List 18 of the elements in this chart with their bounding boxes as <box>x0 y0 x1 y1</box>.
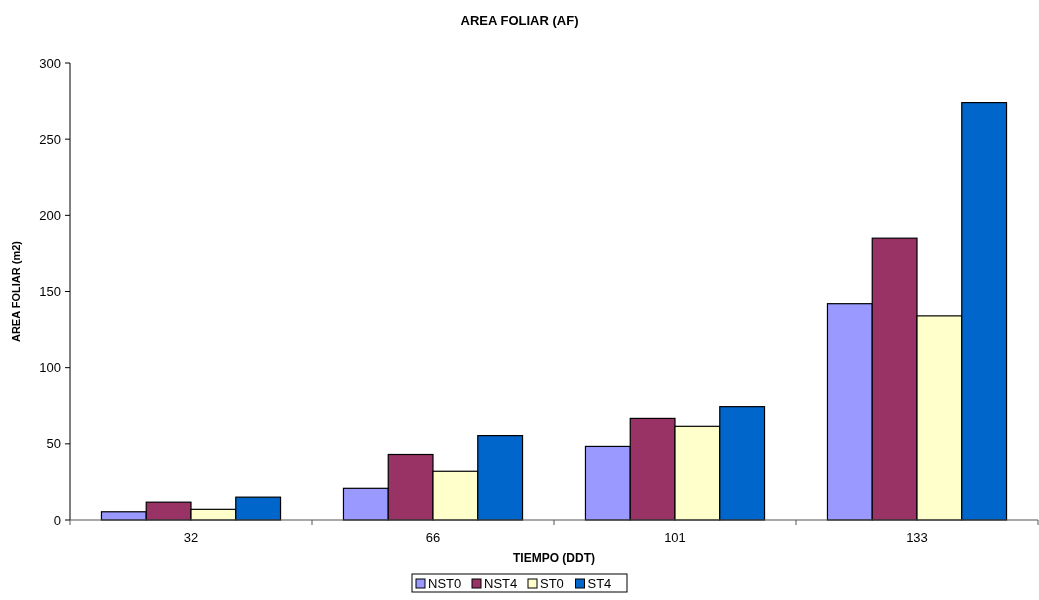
x-tick-label: 66 <box>425 530 441 545</box>
y-tick-label: 100 <box>39 360 61 376</box>
x-tick-label: 32 <box>183 530 199 545</box>
y-tick-label: 50 <box>46 436 61 452</box>
chart-title: AREA FOLIAR (AF) <box>460 13 579 28</box>
y-axis-title: AREA FOLIAR (m2) <box>10 240 22 343</box>
legend-label: ST4 <box>587 576 612 591</box>
x-axis-title: TIEMPO (DDT) <box>513 551 595 565</box>
legend-label: NST4 <box>484 576 518 591</box>
x-tick-label: 101 <box>664 530 686 545</box>
legend-label: NST0 <box>428 576 462 591</box>
y-tick-label: 150 <box>39 284 61 300</box>
x-tick-label: 133 <box>906 530 928 545</box>
y-tick-label: 300 <box>39 55 61 71</box>
legend-label: ST0 <box>540 576 564 591</box>
y-tick-label: 0 <box>53 512 61 528</box>
y-tick-label: 200 <box>39 207 61 223</box>
y-tick-label: 250 <box>39 131 61 147</box>
